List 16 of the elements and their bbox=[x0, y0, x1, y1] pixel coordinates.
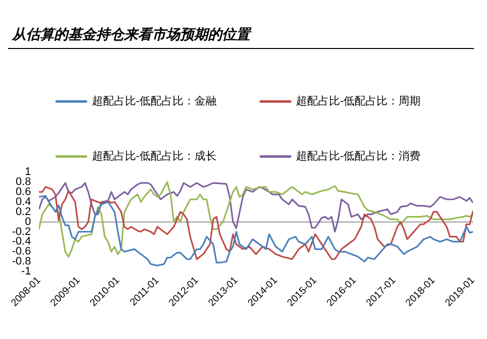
chart-title: 从估算的基金持仓来看市场预期的位置 bbox=[12, 26, 250, 44]
y-tick-label: -0.4 bbox=[12, 236, 31, 248]
legend-label: 超配占比-低配占比：消费 bbox=[296, 150, 421, 163]
y-tick-label: 0.8 bbox=[16, 176, 31, 188]
y-tick-label: 0.2 bbox=[16, 206, 31, 218]
legend-label: 超配占比-低配占比：金融 bbox=[92, 94, 217, 108]
y-tick-label: -0.8 bbox=[12, 256, 31, 268]
y-tick-label: 0.4 bbox=[16, 196, 31, 208]
y-tick-label: -1 bbox=[21, 266, 31, 278]
y-tick-label: 1 bbox=[24, 166, 31, 178]
y-tick-label: 0.6 bbox=[16, 186, 31, 198]
legend-label: 超配占比-低配占比：成长 bbox=[92, 150, 217, 163]
y-tick-label: -0.6 bbox=[12, 246, 31, 258]
y-tick-label: 0 bbox=[24, 216, 31, 228]
legend-label: 超配占比-低配占比：周期 bbox=[296, 94, 421, 108]
y-tick-label: -0.2 bbox=[12, 226, 31, 238]
